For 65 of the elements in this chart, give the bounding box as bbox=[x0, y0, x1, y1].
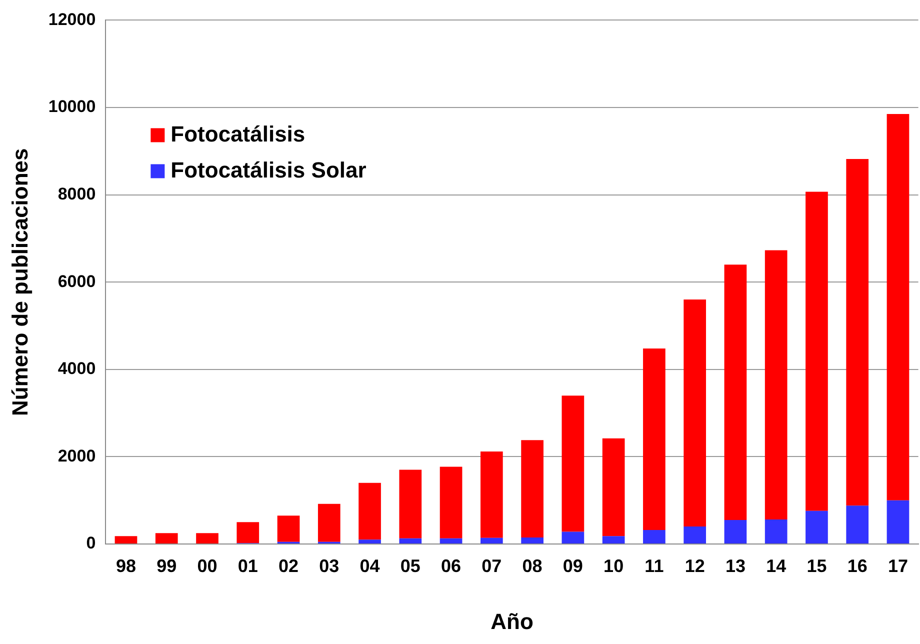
bar bbox=[236, 522, 260, 544]
bar bbox=[602, 536, 625, 544]
bar bbox=[399, 538, 422, 544]
bar bbox=[440, 466, 462, 538]
legend-label: Fotocatálisis Solar bbox=[170, 157, 367, 182]
x-tick-label: 98 bbox=[116, 556, 136, 576]
x-tick-label: 10 bbox=[604, 556, 624, 576]
x-tick-label: 15 bbox=[806, 556, 827, 576]
bar bbox=[886, 114, 910, 500]
bar bbox=[521, 440, 544, 538]
y-tick-label: 10000 bbox=[48, 97, 96, 116]
x-tick-label: 16 bbox=[847, 556, 868, 576]
bar bbox=[399, 470, 422, 538]
x-tick-label: 13 bbox=[725, 556, 746, 576]
bar bbox=[846, 159, 869, 506]
x-tick-label: 14 bbox=[766, 556, 786, 576]
x-tick-label: 02 bbox=[278, 556, 299, 576]
y-tick-label: 0 bbox=[86, 534, 96, 553]
bar bbox=[724, 520, 747, 544]
legend-label: Fotocatálisis bbox=[170, 121, 306, 146]
bar bbox=[684, 300, 706, 527]
x-tick-label: 08 bbox=[522, 556, 542, 576]
x-tick-label: 12 bbox=[684, 556, 705, 576]
x-tick-label: 17 bbox=[888, 556, 908, 576]
bar bbox=[764, 250, 788, 520]
bar bbox=[155, 533, 178, 544]
bar bbox=[643, 348, 666, 530]
bar bbox=[480, 538, 503, 544]
bar bbox=[562, 532, 584, 544]
bar bbox=[562, 396, 584, 532]
bar bbox=[440, 538, 462, 544]
bar bbox=[277, 516, 300, 542]
bar bbox=[602, 438, 625, 536]
bar bbox=[318, 504, 340, 542]
x-tick-label: 04 bbox=[360, 556, 380, 576]
x-tick-label: 03 bbox=[319, 556, 340, 576]
x-tick-label: 09 bbox=[562, 556, 583, 576]
x-tick-label: 06 bbox=[441, 556, 462, 576]
bar bbox=[764, 520, 788, 544]
bar bbox=[643, 530, 666, 544]
bar bbox=[684, 526, 706, 544]
y-tick-label: 6000 bbox=[58, 272, 96, 291]
y-tick-label: 8000 bbox=[58, 184, 96, 204]
bar bbox=[806, 510, 828, 544]
y-tick-label: 2000 bbox=[58, 446, 96, 466]
bar bbox=[724, 264, 747, 520]
x-tick-label: 11 bbox=[644, 556, 664, 576]
bar bbox=[196, 533, 218, 544]
y-tick-label: 12000 bbox=[48, 10, 96, 29]
bar bbox=[480, 451, 503, 538]
bar bbox=[806, 192, 828, 511]
x-tick-label: 05 bbox=[400, 556, 420, 576]
x-tick-label: 01 bbox=[238, 556, 258, 576]
x-tick-label: 07 bbox=[482, 556, 502, 576]
bar bbox=[358, 540, 381, 544]
x-axis-title: Año bbox=[490, 608, 534, 634]
x-tick-label: 00 bbox=[197, 556, 218, 576]
x-tick-label: 99 bbox=[156, 556, 177, 576]
bar bbox=[114, 536, 138, 544]
bar bbox=[886, 500, 910, 544]
bar bbox=[521, 537, 544, 544]
y-tick-label: 4000 bbox=[58, 359, 96, 378]
y-axis-title: Número de publicaciones bbox=[7, 148, 32, 416]
bar bbox=[846, 506, 869, 544]
bar bbox=[358, 482, 381, 540]
